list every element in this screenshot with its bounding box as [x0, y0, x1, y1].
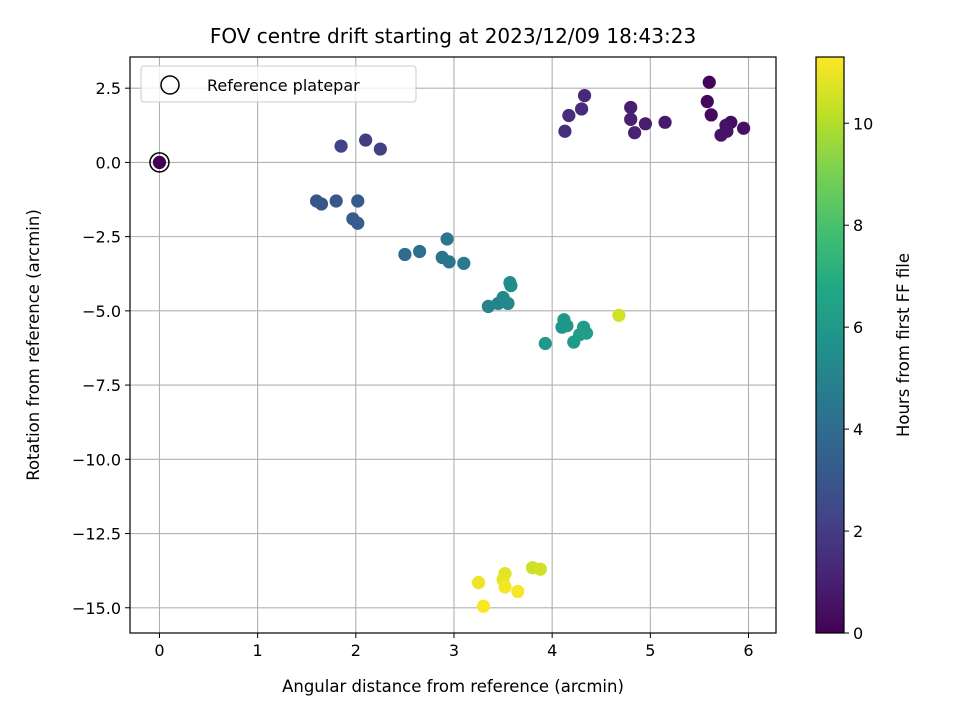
scatter-point	[413, 244, 427, 259]
scatter-point	[359, 133, 373, 147]
scatter-point	[533, 562, 547, 576]
scatter-point	[624, 112, 638, 126]
y-tick-label: 0.0	[96, 153, 121, 172]
legend-marker-icon	[160, 75, 180, 95]
x-axis-ticks: 0 1 2 3 4 5 6	[154, 633, 754, 660]
y-tick-label: 2.5	[96, 79, 121, 98]
x-tick-label: 3	[449, 641, 459, 660]
plot-area: 0 1 2 3 4 5 6 2.5 0.0 −2.5 −5.0 −7.5 −10.0 −12.5 −15.…	[72, 56, 777, 660]
scatter-point	[704, 108, 718, 122]
scatter-point	[628, 126, 642, 140]
y-tick-label: −15.0	[72, 599, 121, 618]
y-tick-label: −12.5	[72, 525, 121, 544]
y-axis-label: Rotation from reference (arcmin)	[24, 209, 43, 481]
scatter-point	[558, 124, 572, 138]
y-tick-label: −10.0	[72, 450, 121, 469]
x-axis-label: Angular distance from reference (arcmin)	[282, 677, 624, 696]
scatter-point	[538, 336, 552, 351]
chart-title: FOV centre drift starting at 2023/12/09 …	[210, 24, 696, 48]
scatter-point	[579, 326, 594, 340]
scatter-point	[638, 117, 653, 131]
scatter-point	[373, 142, 387, 156]
colorbar-tick-label: 6	[853, 318, 863, 337]
scatter-point	[737, 121, 751, 135]
scatter-point	[314, 197, 329, 211]
scatter-point	[575, 102, 589, 116]
x-tick-label: 4	[547, 641, 557, 660]
y-tick-label: −5.0	[82, 302, 121, 321]
y-tick-label: −2.5	[82, 228, 121, 247]
colorbar-tick-label: 10	[853, 114, 873, 133]
scatter-point	[658, 115, 672, 129]
scatter-point	[612, 308, 626, 322]
scatter-point	[700, 94, 714, 109]
colorbar-tick-label: 4	[853, 420, 863, 439]
legend-box	[140, 65, 417, 103]
scatter-point	[501, 296, 515, 311]
y-tick-label: −7.5	[82, 376, 121, 395]
scatter-point	[504, 279, 518, 293]
scatter-point	[351, 194, 365, 208]
reference-marker	[149, 152, 170, 173]
colorbar-ticks: 0 2 4 6 8 10	[844, 114, 873, 643]
legend-label: Reference platepar	[207, 76, 360, 95]
scatter-point	[702, 75, 716, 89]
scatter-point	[471, 575, 486, 590]
scatter-point	[351, 216, 365, 230]
scatter-point	[398, 247, 412, 262]
x-tick-label: 5	[645, 641, 655, 660]
x-tick-label: 0	[154, 641, 164, 660]
axes-frame	[129, 56, 777, 634]
scatter-point	[498, 580, 512, 594]
scatter-point	[329, 194, 343, 208]
scatter-points	[149, 75, 751, 613]
scatter-point	[152, 155, 167, 170]
colorbar-tick-label: 8	[853, 216, 863, 235]
colorbar-tick-label: 0	[853, 624, 863, 643]
colorbar-label: Hours from first FF file	[894, 253, 913, 437]
x-tick-label: 1	[253, 641, 263, 660]
scatter-point	[457, 256, 471, 270]
legend: Reference platepar	[140, 65, 417, 103]
x-tick-label: 6	[743, 641, 753, 660]
scatter-point	[714, 128, 728, 142]
scatter-point	[442, 255, 456, 269]
colorbar-tick-label: 2	[853, 522, 863, 541]
scatter-point	[511, 584, 525, 599]
scatter-point	[560, 319, 574, 333]
y-axis-ticks: 2.5 0.0 −2.5 −5.0 −7.5 −10.0 −12.5 −15.0	[72, 79, 130, 618]
scatter-point	[334, 139, 348, 153]
scatter-point	[440, 232, 454, 246]
scatter-point	[577, 88, 592, 103]
scatter-point	[624, 100, 638, 115]
x-tick-label: 2	[351, 641, 361, 660]
colorbar: 0 2 4 6 8 10 Hours from first FF file	[815, 56, 913, 643]
scatter-point	[476, 599, 491, 613]
scatter-point	[562, 108, 576, 123]
colorbar-gradient	[815, 56, 845, 634]
